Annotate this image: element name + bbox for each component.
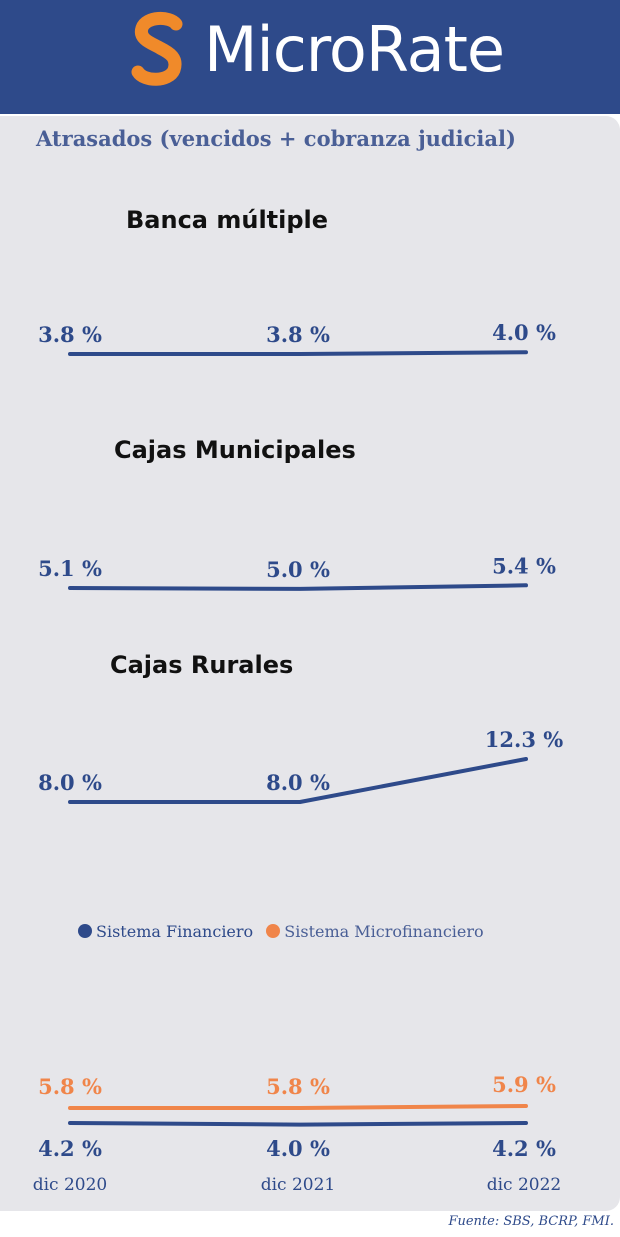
data-label: 8.0 %: [38, 770, 102, 795]
data-label: 4.0 %: [266, 1136, 330, 1161]
data-label: 4.0 %: [492, 320, 556, 345]
data-label: 12.3 %: [485, 727, 563, 752]
data-label: 4.2 %: [38, 1136, 102, 1161]
chart-title-cajas-rurales: Cajas Rurales: [110, 651, 294, 679]
data-label: 5.0 %: [266, 557, 330, 582]
legend-item-sistema-microfinanciero: Sistema Microfinanciero: [266, 922, 484, 941]
source-note: Fuente: SBS, BCRP, FMI.: [448, 1214, 614, 1229]
page-title: Atrasados (vencidos + cobranza judicial): [36, 126, 516, 151]
microrate-s-logo-icon: [131, 12, 183, 86]
legend-label: Sistema Financiero: [96, 922, 254, 941]
data-label: 5.8 %: [38, 1074, 102, 1099]
chart-title-banca-multiple: Banca múltiple: [126, 206, 329, 234]
data-label: 4.2 %: [492, 1136, 556, 1161]
data-label: 3.8 %: [266, 322, 330, 347]
data-label: 5.9 %: [492, 1072, 556, 1097]
data-label: 5.1 %: [38, 556, 102, 581]
data-label: 3.8 %: [38, 322, 102, 347]
legend-dot-icon: [78, 924, 92, 938]
x-tick-label: dic 2021: [261, 1175, 336, 1195]
data-label: 5.4 %: [492, 553, 556, 578]
header-bar: MicroRate: [0, 0, 620, 114]
chart-title-cajas-municipales: Cajas Municipales: [114, 436, 356, 464]
legend-label: Sistema Microfinanciero: [284, 922, 484, 941]
brand-name: MicroRate: [204, 13, 505, 86]
x-tick-label: dic 2020: [33, 1175, 108, 1195]
x-tick-label: dic 2022: [487, 1175, 562, 1195]
legend-item-sistema-financiero: Sistema Financiero: [78, 922, 253, 941]
legend: Sistema Financiero Sistema Microfinancie…: [78, 922, 492, 941]
data-label: 5.8 %: [266, 1074, 330, 1099]
series-line-microfinanciero: [68, 1104, 528, 1110]
series-line-financiero: [68, 1121, 528, 1127]
series-line: [68, 350, 528, 356]
chart-panel: [0, 116, 620, 1211]
series-line: [68, 583, 528, 591]
legend-dot-icon: [266, 924, 281, 938]
data-label: 8.0 %: [266, 770, 330, 795]
